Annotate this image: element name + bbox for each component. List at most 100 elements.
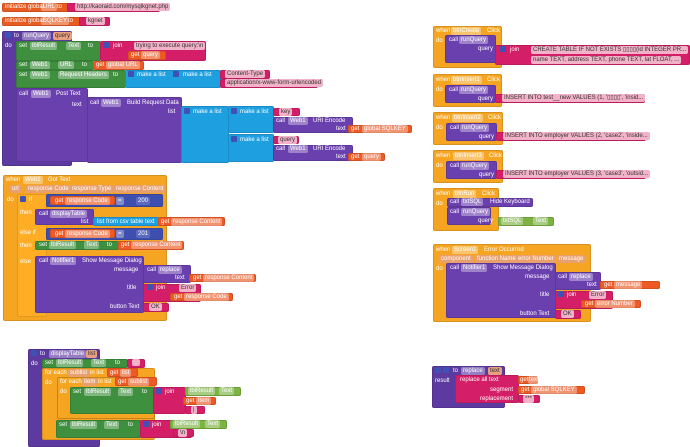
get-global-url-block[interactable] (93, 61, 144, 70)
event-param[interactable]: url (10, 185, 21, 193)
get-response-content-block[interactable] (118, 241, 184, 250)
string-value[interactable]: *** (523, 395, 535, 403)
property-dropdown[interactable]: Text (533, 217, 549, 225)
variable-dropdown[interactable]: message (614, 281, 643, 289)
component-dropdown[interactable]: Notifier1 (461, 264, 488, 272)
component-dropdown[interactable]: lblResult (70, 421, 98, 429)
get-response-content-block[interactable] (189, 274, 256, 282)
gear-icon[interactable] (435, 367, 441, 374)
lblresult-text-getter-block[interactable] (170, 420, 227, 429)
get-text-block[interactable] (518, 376, 538, 384)
variable-dropdown[interactable]: item (196, 397, 212, 405)
gear-icon[interactable] (173, 71, 179, 78)
string-value[interactable]: \n (178, 429, 188, 437)
variable-dropdown[interactable]: global SQLKEY (362, 125, 408, 133)
gear-icon[interactable] (128, 71, 134, 78)
component-dropdown[interactable]: btnInsert2 (452, 114, 483, 122)
get-message-block[interactable] (600, 281, 660, 289)
component-dropdown[interactable]: lblResult (30, 42, 58, 50)
variable-dropdown[interactable]: error Number (595, 300, 635, 308)
gear-icon[interactable] (558, 291, 564, 298)
string-value[interactable]: INSERT INTO employer VALUES (2, 'case2',… (503, 132, 650, 140)
number-value[interactable]: 201 (136, 230, 151, 238)
variable-dropdown[interactable]: sublist (128, 378, 150, 386)
variable-dropdown[interactable]: text (528, 376, 540, 384)
replace-all-block[interactable] (455, 375, 519, 403)
call-notifier-show-message-block[interactable] (446, 263, 556, 318)
variable-dropdown[interactable]: global SQLKEY (531, 386, 577, 394)
call-runquery-block[interactable] (447, 207, 491, 225)
operator-dropdown[interactable]: = (116, 230, 124, 238)
procedure-dropdown[interactable]: replace (569, 273, 593, 281)
component-dropdown[interactable]: Web1 (31, 90, 51, 98)
get-response-content-block[interactable] (158, 217, 225, 226)
lblresult-text-getter-block[interactable] (185, 387, 241, 396)
txtsql-text-getter-block[interactable] (498, 217, 554, 226)
component-dropdown[interactable]: Web1 (30, 61, 50, 69)
component-dropdown[interactable]: lblResult (49, 241, 77, 249)
property-dropdown[interactable]: Text (205, 420, 221, 428)
event-param[interactable]: response Code (26, 185, 71, 193)
gear-icon[interactable] (184, 108, 190, 115)
procedure-dropdown[interactable]: runQuery (459, 36, 489, 44)
procedure-dropdown[interactable]: runQuery (460, 162, 490, 170)
event-param[interactable]: response Type (70, 185, 114, 193)
component-dropdown[interactable]: lblResult (173, 420, 201, 428)
component-dropdown[interactable]: Web1 (101, 99, 121, 107)
get-response-code-block[interactable] (170, 293, 233, 301)
component-dropdown[interactable]: Screen1 (452, 246, 479, 254)
component-dropdown[interactable]: btnInsert1 (451, 76, 482, 84)
component-dropdown[interactable]: Notifier1 (50, 257, 77, 265)
component-dropdown[interactable]: lblResult (84, 388, 112, 396)
variable-dropdown[interactable]: global URL (106, 61, 140, 69)
get-response-code-block[interactable] (50, 229, 115, 238)
get-global-sqlkey-block[interactable] (518, 386, 585, 394)
string-value[interactable]: INSERT INTO employer VALUES (3, 'case3',… (503, 170, 651, 178)
var-name-sqlkey[interactable]: SQLKEY (41, 17, 70, 25)
string-value[interactable]: Content-Type (225, 70, 266, 78)
string-value[interactable]: key (279, 108, 293, 116)
component-dropdown[interactable]: btnInsert3 (453, 152, 484, 160)
component-dropdown[interactable]: Web1 (30, 71, 50, 79)
gear-icon[interactable] (20, 196, 26, 203)
gear-icon[interactable] (103, 42, 109, 49)
string-value[interactable]: query (278, 136, 298, 144)
event-param[interactable]: component (439, 255, 473, 263)
string-value[interactable]: application/x-www-form-urlencoded (225, 79, 324, 87)
component-dropdown[interactable]: txtSQL (461, 198, 484, 206)
component-dropdown[interactable]: Web1 (23, 176, 43, 184)
gear-icon[interactable] (500, 46, 506, 53)
variable-dropdown[interactable]: response Content (203, 274, 255, 282)
param-list[interactable]: list (86, 350, 98, 358)
property-dropdown[interactable]: Text (219, 387, 235, 395)
param-text[interactable]: text (488, 367, 502, 375)
procedure-dropdown[interactable]: runQuery (461, 208, 491, 216)
variable-dropdown[interactable]: response Code (65, 230, 110, 238)
get-item-block[interactable] (183, 397, 216, 405)
string-value[interactable]: | (191, 406, 197, 414)
string-value[interactable]: CREATE TABLE IF NOT EXISTS ▯▯▯▯(id INTEG… (531, 46, 689, 54)
get-sublist-block[interactable] (115, 377, 157, 386)
component-dropdown[interactable]: lblResult (188, 387, 216, 395)
procedure-dropdown[interactable]: runQuery (459, 86, 489, 94)
variable-dropdown[interactable]: response Code (184, 293, 229, 301)
gear-icon[interactable] (147, 284, 153, 291)
gear-icon[interactable] (5, 32, 11, 39)
event-param[interactable]: message (557, 255, 586, 263)
string-value[interactable]: Error (589, 291, 607, 299)
call-notifier-show-message-block[interactable] (35, 256, 144, 313)
variable-dropdown[interactable]: response Content (131, 241, 183, 249)
string-value[interactable]: trying to execute query:\n (134, 42, 206, 50)
component-dropdown[interactable]: lblResult (56, 359, 84, 367)
gear-icon[interactable] (231, 108, 237, 115)
property-dropdown[interactable]: Text (118, 388, 134, 396)
string-value[interactable]: INSERT INTO test__new VALUES (1, '▯▯▯▯',… (502, 94, 646, 102)
event-param[interactable]: error Number (516, 255, 556, 263)
procedure-name[interactable]: displayTable (49, 350, 87, 358)
set-lblresult-block[interactable] (70, 387, 154, 414)
component-dropdown[interactable]: txtSQL (501, 217, 524, 225)
variable-dropdown[interactable]: query (362, 153, 382, 161)
procedure-dropdown[interactable]: displayTable (50, 210, 88, 218)
variable-dropdown[interactable]: list (120, 369, 132, 377)
loop-variable[interactable]: item (82, 378, 98, 386)
